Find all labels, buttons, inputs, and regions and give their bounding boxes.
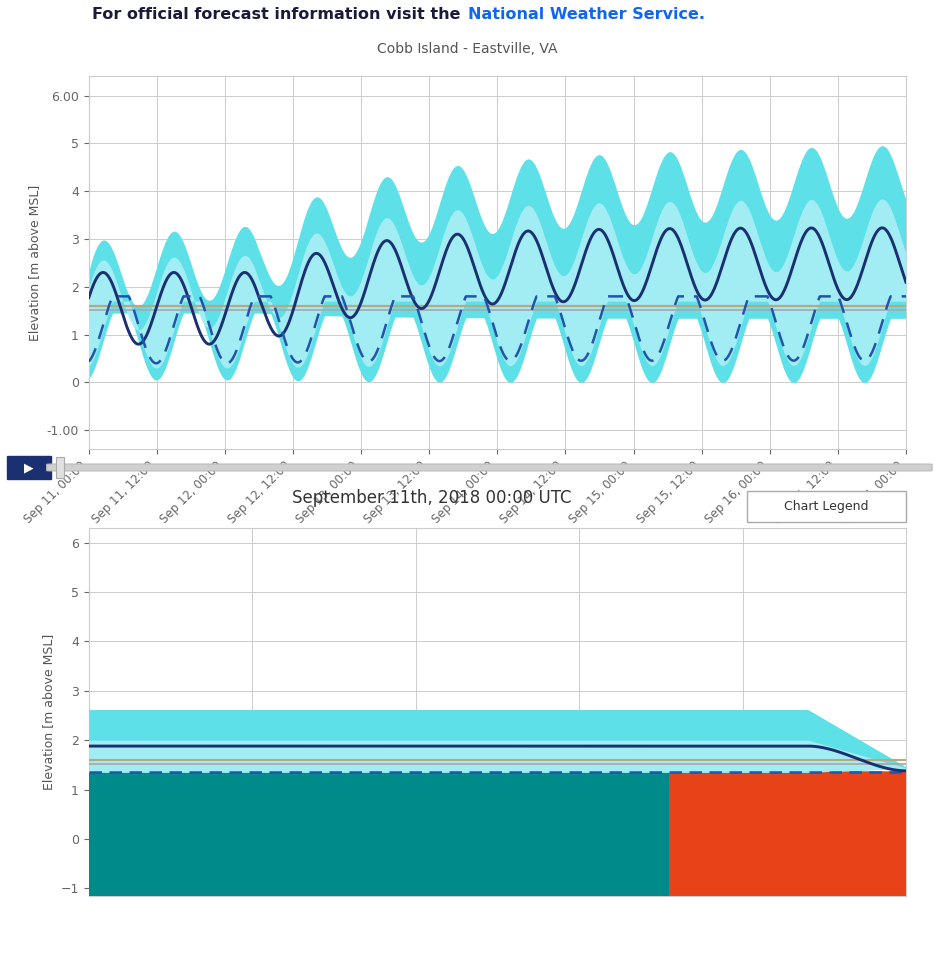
FancyBboxPatch shape: [7, 456, 51, 479]
Text: ▶: ▶: [24, 461, 34, 474]
Text: National Weather Service.: National Weather Service.: [468, 7, 705, 22]
Y-axis label: Elevation [m above MSL]: Elevation [m above MSL]: [28, 185, 41, 341]
Text: September 11th, 2018 00:00 UTC: September 11th, 2018 00:00 UTC: [292, 489, 572, 508]
Text: Cobb Island - Eastville, VA: Cobb Island - Eastville, VA: [376, 42, 558, 56]
FancyBboxPatch shape: [47, 464, 932, 471]
Text: For official forecast information visit the: For official forecast information visit …: [92, 7, 466, 22]
Text: Chart Legend: Chart Legend: [784, 500, 869, 513]
FancyBboxPatch shape: [746, 491, 906, 522]
FancyBboxPatch shape: [56, 457, 64, 478]
Y-axis label: Elevation [m above MSL]: Elevation [m above MSL]: [42, 634, 55, 790]
